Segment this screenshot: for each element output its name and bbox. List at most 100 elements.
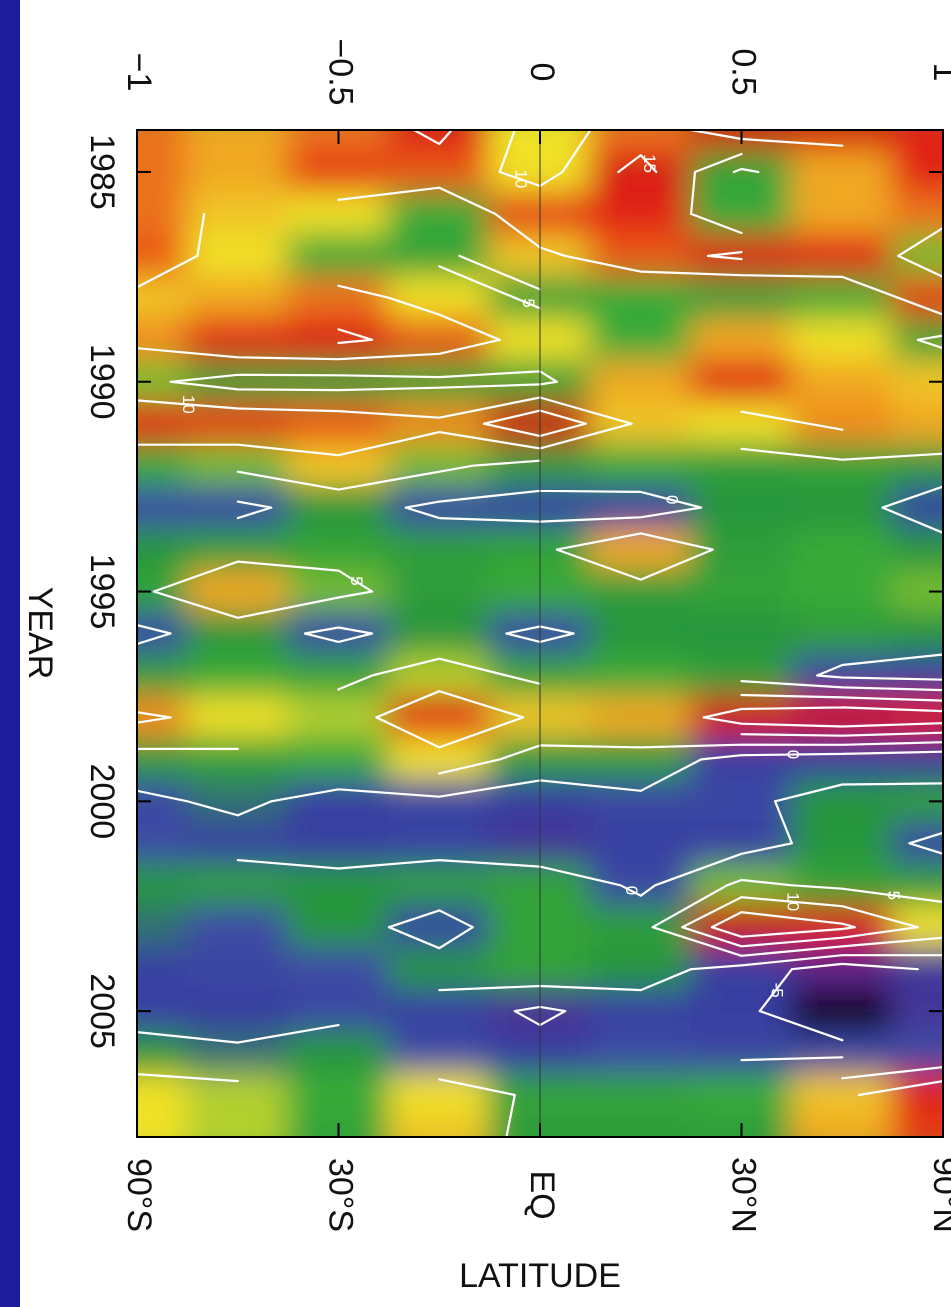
heat-cell <box>287 401 390 446</box>
heat-cell <box>387 863 491 908</box>
heat-cell <box>790 149 894 194</box>
heat-cell <box>790 359 894 404</box>
heat-cell <box>387 737 491 782</box>
heat-cell <box>690 317 793 362</box>
heat-cell <box>589 905 693 950</box>
heat-cell <box>287 233 390 278</box>
heat-cell <box>589 1115 693 1137</box>
contour-line <box>513 962 919 1042</box>
heat-cell <box>891 737 943 782</box>
heat-cell <box>287 611 390 656</box>
heat-cell <box>891 1073 943 1118</box>
heat-cell <box>891 130 943 152</box>
heat-cell <box>287 191 390 236</box>
heat-cell <box>790 905 894 950</box>
y-tick-label: 1995 <box>83 554 121 630</box>
heat-cell <box>137 130 189 152</box>
heat-cell <box>690 275 793 320</box>
heat-cell <box>891 821 943 866</box>
x2-tick-label: 30°N <box>725 1157 763 1233</box>
heat-cell <box>137 443 189 488</box>
contour-label: 5 <box>884 891 903 900</box>
heat-cell <box>589 695 693 740</box>
heat-cell <box>287 443 390 488</box>
heat-cell <box>186 317 290 362</box>
heat-cell <box>589 130 693 152</box>
heat-cell <box>186 905 290 950</box>
heat-cell <box>137 611 189 656</box>
heat-cell <box>790 569 894 614</box>
heat-cell <box>589 443 693 488</box>
heat-cell <box>690 611 793 656</box>
heat-cell <box>790 1031 894 1076</box>
heat-cell <box>137 821 189 866</box>
heat-cell <box>186 233 290 278</box>
heat-cell <box>690 401 793 446</box>
heat-cell <box>186 695 290 740</box>
heat-cell <box>387 1031 491 1076</box>
heat-cell <box>387 130 491 152</box>
heat-cell <box>387 527 491 572</box>
heat-cell <box>137 737 189 782</box>
heat-cell <box>891 527 943 572</box>
heat-cell <box>589 401 693 446</box>
heat-cell <box>589 947 693 992</box>
heat-cell <box>690 233 793 278</box>
heat-cell <box>287 569 390 614</box>
heat-cell <box>287 1073 390 1118</box>
heat-cell <box>790 485 894 530</box>
heat-cell <box>790 695 894 740</box>
heat-cell <box>287 821 390 866</box>
heat-cell <box>137 485 189 530</box>
heat-cell <box>790 779 894 824</box>
heat-cell <box>589 737 693 782</box>
heat-cell <box>690 1073 793 1118</box>
heat-cell <box>387 401 491 446</box>
heat-cell <box>387 275 491 320</box>
heat-cell <box>790 863 894 908</box>
x2-tick-label: 90°N <box>926 1157 951 1233</box>
heat-cell <box>589 779 693 824</box>
axes: −1 −0.5 0 0.5 1 90°S 30°S EQ 30°N 90°N 1985 1990 199… <box>83 38 951 1233</box>
heat-cell <box>387 191 491 236</box>
heat-cell <box>186 275 290 320</box>
heat-cell <box>287 905 390 950</box>
heat-cell <box>287 275 390 320</box>
heat-cell <box>387 569 491 614</box>
heat-cell <box>589 611 693 656</box>
heat-cell <box>589 317 693 362</box>
x-tick-label: −0.5 <box>322 38 360 105</box>
heat-cell <box>891 611 943 656</box>
heat-cell <box>790 191 894 236</box>
heat-cell <box>287 695 390 740</box>
heat-cell <box>137 1031 189 1076</box>
heat-cell <box>186 359 290 404</box>
contour-label: 5 <box>519 298 538 307</box>
heat-cell <box>186 737 290 782</box>
heat-cell <box>790 653 894 698</box>
heat-cell <box>589 989 693 1034</box>
heat-cell <box>690 821 793 866</box>
heat-cell <box>891 1115 943 1137</box>
heat-cell <box>589 1031 693 1076</box>
contour-line <box>137 167 943 1137</box>
heat-cell <box>790 130 894 152</box>
contour-label: 0 <box>662 495 681 504</box>
heat-cell <box>186 443 290 488</box>
heat-cell <box>287 359 390 404</box>
x2-tick-label: 30°S <box>322 1158 360 1232</box>
heat-cell <box>790 611 894 656</box>
heat-cell <box>690 1031 793 1076</box>
heat-cell <box>589 863 693 908</box>
heat-cell <box>589 821 693 866</box>
heat-cell <box>891 443 943 488</box>
heat-cell <box>690 359 793 404</box>
heat-cell <box>690 569 793 614</box>
heat-cell <box>287 989 390 1034</box>
heat-cell <box>690 485 793 530</box>
heat-cell <box>790 275 894 320</box>
heat-cell <box>690 947 793 992</box>
heat-cell <box>891 401 943 446</box>
contour-label: 0 <box>622 886 641 895</box>
contour-label: -5 <box>767 983 786 998</box>
